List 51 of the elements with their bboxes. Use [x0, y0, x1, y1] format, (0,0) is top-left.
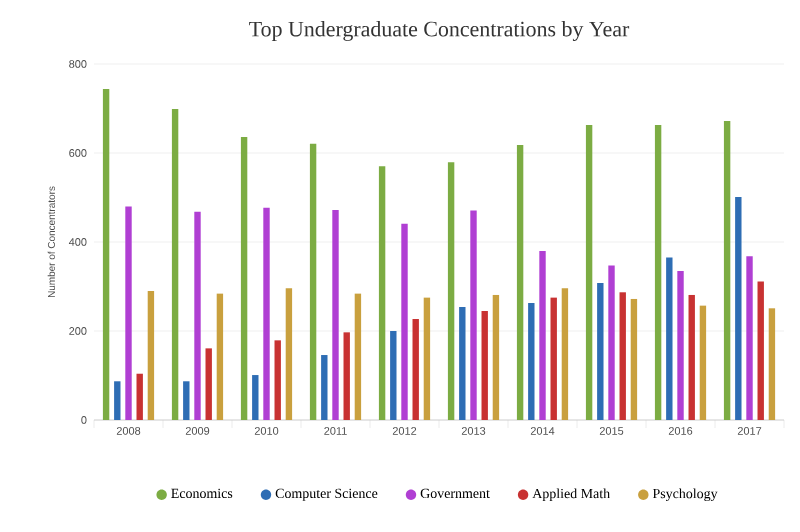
- bar: [447, 162, 455, 420]
- bar: [481, 310, 488, 420]
- bar: [205, 348, 212, 420]
- bar: [274, 340, 281, 420]
- bar: [194, 211, 201, 420]
- bar: [746, 256, 753, 420]
- bar: [699, 305, 707, 420]
- bar: [183, 381, 190, 420]
- bar: [252, 375, 259, 420]
- bar: [688, 294, 695, 420]
- bar: [321, 355, 328, 420]
- bar: [309, 143, 317, 420]
- chart-title: Top Undergraduate Concentrations by Year: [249, 21, 630, 41]
- bar: [677, 270, 684, 420]
- bar: [630, 298, 638, 420]
- bar: [216, 293, 224, 420]
- bar: [619, 292, 626, 420]
- bar: [608, 265, 615, 420]
- bar: [666, 257, 673, 420]
- bar: [528, 302, 535, 420]
- bar: [285, 288, 293, 420]
- bar: [114, 381, 121, 420]
- bar: [550, 297, 557, 420]
- bar: [470, 210, 477, 420]
- bar: [757, 281, 764, 420]
- bar: [136, 373, 143, 420]
- bar: [735, 197, 742, 420]
- bar: [343, 332, 350, 420]
- bar: [401, 223, 408, 420]
- bar: [263, 207, 270, 420]
- bar: [723, 120, 731, 420]
- bar: [768, 308, 776, 420]
- bar: [654, 124, 662, 420]
- bar: [390, 331, 397, 420]
- bar: [561, 288, 569, 420]
- bar: [585, 124, 593, 420]
- bar: [539, 250, 546, 420]
- bar: [354, 293, 362, 420]
- bar: [171, 108, 179, 420]
- bar: [492, 294, 500, 420]
- bar: [423, 297, 431, 420]
- bar: [378, 166, 386, 420]
- bar: [240, 136, 248, 420]
- bar: [597, 282, 604, 420]
- bar: [516, 144, 524, 420]
- bar: [459, 306, 466, 420]
- bar: [332, 209, 339, 420]
- bar: [102, 88, 110, 420]
- bar: [125, 206, 132, 420]
- bar: [147, 290, 155, 420]
- bar: [412, 318, 419, 420]
